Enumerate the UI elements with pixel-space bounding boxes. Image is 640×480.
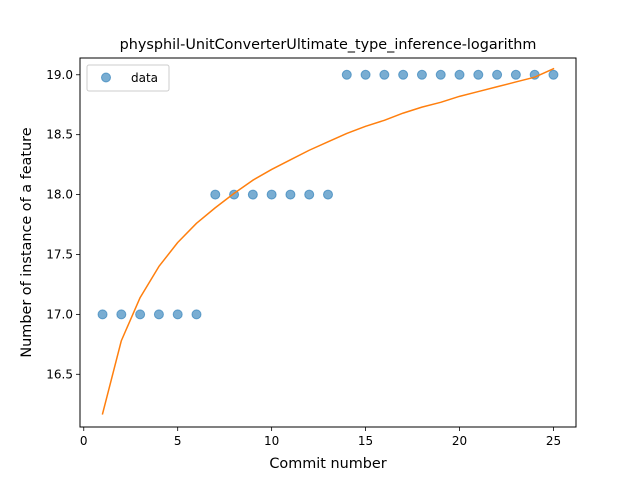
data-point: [341, 69, 352, 80]
plot-area: [79, 57, 577, 428]
data-point: [435, 69, 446, 80]
data-point: [247, 189, 258, 200]
x-axis: 0 5 10 15 20 25: [80, 427, 561, 448]
data-point: [473, 69, 484, 80]
data-point: [97, 309, 108, 320]
y-axis-label: Number of instance of a feature: [19, 127, 35, 357]
data-point: [360, 69, 371, 80]
legend-marker-data: [101, 72, 111, 83]
chart-title: physphil-UnitConverterUltimate_type_infe…: [120, 37, 537, 53]
data-point: [379, 69, 390, 80]
y-tick-label: 18.0: [46, 188, 73, 202]
fit-line: [101, 67, 555, 415]
data-point: [135, 309, 146, 320]
y-tick-label: 16.5: [46, 367, 73, 381]
data-point: [191, 309, 202, 320]
y-tick-label: 18.5: [46, 128, 73, 142]
data-point: [304, 189, 315, 200]
x-axis-label: Commit number: [269, 456, 386, 472]
legend: data: [86, 64, 170, 92]
data-point: [323, 189, 333, 200]
data-point: [398, 69, 409, 80]
data-point: [548, 69, 559, 80]
legend-label-data: data: [131, 71, 158, 85]
series-layer: [97, 67, 559, 415]
y-tick-label: 19.0: [46, 68, 73, 82]
data-point: [285, 189, 296, 200]
data-point: [172, 309, 183, 320]
data-point: [116, 309, 127, 320]
x-tick-label: 15: [358, 434, 373, 448]
x-tick-label: 20: [452, 434, 467, 448]
data-point: [416, 69, 427, 80]
x-tick-label: 10: [264, 434, 279, 448]
data-point: [210, 189, 221, 200]
y-axis: 16.5 17.0 17.5 18.0 18.5 19.0: [46, 68, 80, 381]
data-point: [153, 309, 164, 320]
x-tick-label: 5: [174, 434, 182, 448]
y-tick-label: 17.5: [46, 247, 73, 261]
x-tick-label: 0: [80, 434, 88, 448]
data-point: [510, 69, 521, 80]
data-point: [492, 69, 503, 80]
data-point: [266, 189, 277, 200]
x-tick-label: 25: [546, 434, 561, 448]
data-point: [454, 69, 465, 80]
legend-box: [86, 64, 170, 92]
y-tick-label: 17.0: [46, 307, 73, 321]
